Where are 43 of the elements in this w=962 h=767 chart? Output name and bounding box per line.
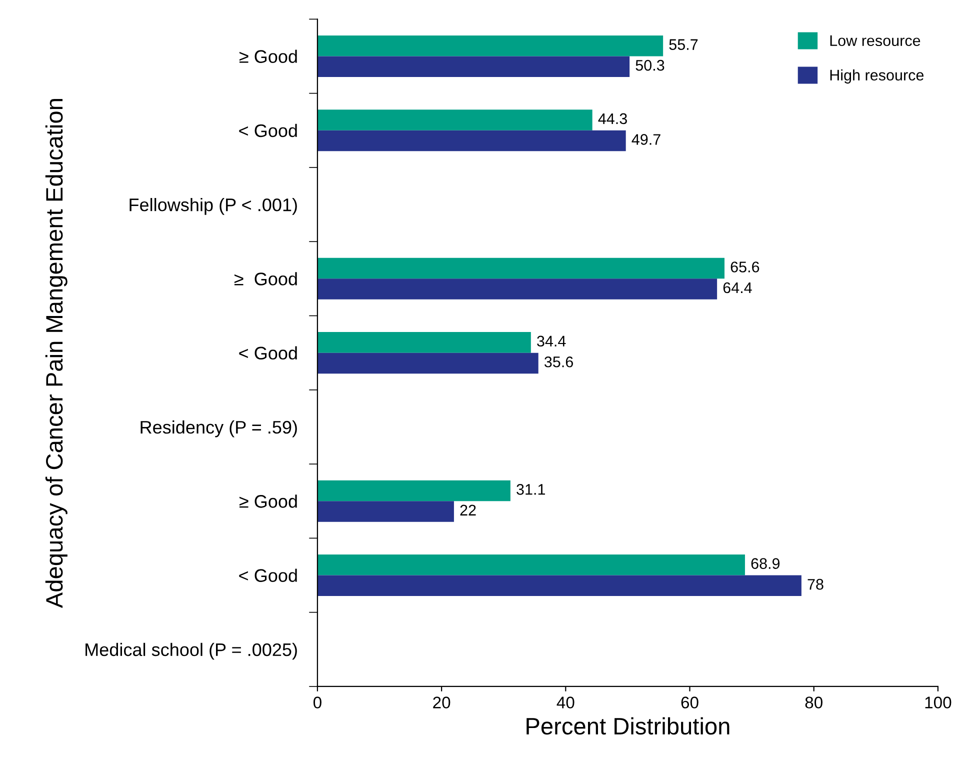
data-label: 22 xyxy=(460,504,476,516)
data-label: 50.3 xyxy=(636,60,664,71)
data-label: 31.1 xyxy=(516,484,545,495)
y-tick-label: Medical school (P = .0025) xyxy=(86,642,297,660)
x-tick-label: 0 xyxy=(313,696,322,708)
x-tick-label: 40 xyxy=(556,696,574,708)
bar xyxy=(317,258,724,279)
y-tick-label: Residency (P = .59) xyxy=(140,420,297,438)
y-tick-label: ≥ Good xyxy=(234,272,297,286)
x-axis-title: Percent Distribution xyxy=(526,717,730,735)
bar xyxy=(317,56,630,78)
x-tick-label: 60 xyxy=(681,696,698,708)
data-label: 34.4 xyxy=(537,336,566,347)
bar xyxy=(317,35,664,56)
bar xyxy=(317,278,718,300)
bar xyxy=(317,501,454,522)
y-tick-label: < Good xyxy=(239,124,297,138)
bar xyxy=(317,575,802,596)
x-tick-label: 80 xyxy=(805,696,822,708)
bar xyxy=(317,554,745,576)
bar xyxy=(317,110,592,130)
data-label: 49.7 xyxy=(632,134,660,145)
y-tick-label: ≥ Good xyxy=(239,50,297,63)
data-label: 35.6 xyxy=(544,356,573,368)
y-axis-title: Adequacy of Cancer Pain Mangement Education xyxy=(45,99,68,608)
bar xyxy=(317,480,510,502)
data-label: 78 xyxy=(808,578,824,590)
data-label: 64.4 xyxy=(723,282,752,294)
y-tick-label: ≥ Good xyxy=(239,494,297,508)
y-tick-label: < Good xyxy=(239,346,297,360)
data-label: 44.3 xyxy=(598,113,627,124)
legend-label: Low resource xyxy=(830,35,920,46)
bar xyxy=(317,352,538,374)
legend-label: High resource xyxy=(830,69,924,84)
y-tick-label: < Good xyxy=(239,568,297,582)
data-label: 68.9 xyxy=(751,558,780,569)
y-tick-label: Fellowship (P < .001) xyxy=(130,198,297,215)
data-label: 55.7 xyxy=(669,39,698,50)
bar xyxy=(317,332,531,353)
x-tick-label: 100 xyxy=(925,696,952,708)
data-label: 65.6 xyxy=(730,262,760,272)
x-tick-label: 20 xyxy=(433,696,450,708)
bar xyxy=(317,130,626,152)
